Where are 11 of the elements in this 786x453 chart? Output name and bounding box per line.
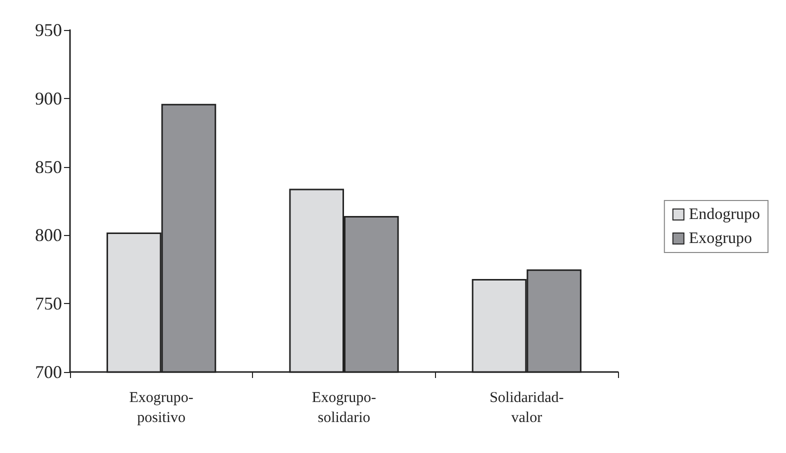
legend-label: Exogrupo bbox=[688, 230, 752, 247]
y-tick-label: 750 bbox=[35, 294, 62, 314]
x-tick-label: Exogrupo- solidario bbox=[312, 390, 376, 426]
legend-label: Endogrupo bbox=[688, 206, 760, 223]
x-tick-label: Exogrupo- positivo bbox=[129, 390, 194, 426]
y-tick-label: 700 bbox=[35, 362, 62, 382]
y-tick-label: 950 bbox=[35, 20, 62, 40]
x-tick-label: Solidaridad- valor bbox=[490, 390, 564, 426]
y-tick-label: 800 bbox=[35, 225, 62, 246]
y-tick-label: 850 bbox=[35, 156, 62, 177]
y-tick-label: 900 bbox=[35, 88, 62, 108]
